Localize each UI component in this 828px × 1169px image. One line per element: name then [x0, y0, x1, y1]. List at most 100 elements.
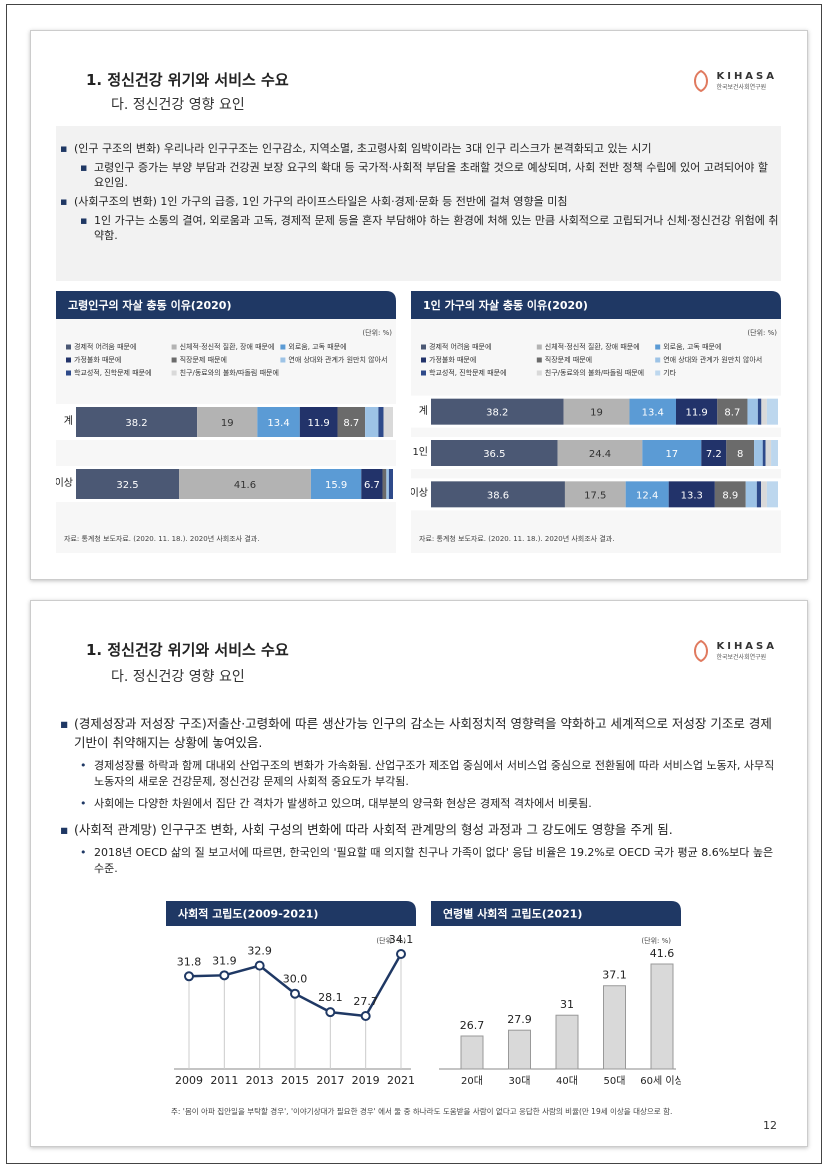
unit-label: (단위: %): [641, 936, 671, 945]
sub-bullet: 경제성장률 하락과 함께 대내외 산업구조의 변화가 가속화됨. 산업구조가 제…: [56, 758, 781, 790]
legend-label: 신체적·정신적 질환, 장애 때문에: [545, 342, 640, 351]
segment-label: 13.4: [642, 408, 664, 419]
bar-segment: [388, 469, 393, 499]
unit-label: (단위: %): [362, 328, 392, 337]
slide-subtitle: 다. 정신건강 영향 요인: [111, 669, 245, 685]
point: [184, 971, 194, 982]
category-label: 1인: [412, 447, 428, 458]
bar: [460, 1035, 484, 1070]
bar-segment: [747, 398, 758, 425]
bar-segment: [766, 481, 778, 508]
value-label: 31.9: [212, 954, 237, 967]
bar-segment: [310, 469, 362, 499]
bar-segment: [714, 481, 746, 508]
bar-segment: [257, 407, 300, 437]
unit-label: (단위: %): [747, 328, 777, 337]
legend-label: 경제적 어려움 때문에: [429, 342, 491, 351]
bar-segment: [762, 440, 766, 466]
bar-segment: [717, 398, 748, 425]
logo: KIHASA 한국보건사회연구원: [691, 639, 777, 663]
bar-segment: [386, 469, 389, 499]
source: 자료: 통계청 보도자료. (2020. 11. 18.). 2020년 사회조…: [64, 534, 259, 543]
value-label: 31.8: [177, 955, 202, 968]
legend-label: 학교성적, 진학문제 때문에: [429, 368, 507, 377]
value-label: 37.1: [602, 969, 627, 982]
chart: 사회적 고립도(2009-2021) (단위: %) 2009 2011 2013 201…: [166, 901, 416, 1087]
chart-header: [56, 291, 396, 319]
chart-title: 연령별 사회적 고립도(2021): [443, 907, 582, 921]
segment-label: 36.5: [483, 449, 505, 460]
bar-segment: [197, 407, 258, 437]
legend-swatch: [536, 357, 542, 363]
segment-label: 19: [221, 418, 234, 429]
frame: [6, 4, 822, 1164]
point: [396, 949, 406, 959]
bar-segment: [76, 469, 180, 499]
legend-swatch: [280, 357, 286, 363]
x-tick-label: 60세 이상: [640, 1075, 681, 1087]
bar-segment: [629, 398, 676, 425]
bar-segment: [726, 440, 755, 466]
x-tick-label: 2015: [281, 1074, 309, 1087]
bar-segment: [431, 398, 564, 425]
legend-swatch: [421, 357, 426, 363]
legend-swatch: [171, 370, 177, 376]
segment-label: 24.4: [589, 449, 611, 460]
segment-label: 15.9: [325, 480, 347, 491]
legend-swatch: [66, 370, 71, 376]
segment-label: 38.6: [487, 490, 509, 501]
sub-bullet: 사회에는 다양한 차원에서 집단 간 격차가 발생하고 있으며, 대부분의 양극…: [56, 796, 781, 812]
legend-swatch: [171, 344, 177, 350]
slide: 1. 정신건강 위기와 서비스 수요 다. 정신건강 영향 요인 KIHASA 한…: [30, 30, 808, 580]
legend-label: 친구/동료와의 불화/따돌림 때문에: [180, 368, 279, 377]
legend-label: 직장문제 때문에: [545, 355, 592, 364]
bar-segment: [675, 398, 718, 425]
bar-segment: [382, 469, 387, 499]
category-label: 계: [418, 405, 428, 417]
bar-segment: [771, 440, 778, 466]
segment-label: 8.7: [343, 418, 359, 429]
x-tick-label: 50대: [604, 1075, 626, 1087]
logo-icon: [694, 69, 709, 93]
bar: [508, 1029, 531, 1070]
x-tick-label: 2021: [387, 1074, 415, 1087]
bar-segment: [756, 481, 761, 508]
logo-name: KIHASA: [716, 641, 777, 652]
value-label: 27.7: [353, 995, 378, 1008]
legend-label: 가정불화 때문에: [74, 355, 121, 364]
category-label-box: 2인 이상: [411, 488, 428, 499]
bar-segment: [745, 481, 757, 508]
bullets: (경제성장과 저성장 구조)저출산·고령화에 따른 생산가능 인구의 감소는 사…: [56, 706, 781, 883]
value-label: 26.7: [460, 1019, 485, 1032]
x-tick-label: 20대: [461, 1075, 483, 1087]
logo-org: 한국보건사회연구원: [716, 654, 767, 661]
chart-header: [431, 901, 681, 926]
chart: 고령인구의 자살 충동 이유(2020) (단위: %) 경제적 어려움 때문에 신체…: [56, 291, 396, 553]
point: [290, 988, 300, 999]
bullet: (사회구조의 변화) 1인 가구의 급증, 1인 가구의 라이프스타일은 사회·…: [56, 194, 781, 209]
bar: [650, 963, 674, 1070]
bar-segment: [361, 469, 383, 499]
legend-label: 친구/동료와의 불화/따돌림 때문에: [545, 368, 644, 377]
value-label: 30.0: [283, 973, 308, 986]
category-label-box: 계: [418, 405, 428, 417]
bar-segment: [564, 481, 626, 508]
chart-title: 고령인구의 자살 충동 이유(2020): [68, 298, 231, 312]
slide-title: 1. 정신건강 위기와 서비스 수요: [86, 71, 289, 89]
source: 자료: 통계청 보도자료. (2020. 11. 18.). 2020년 사회조…: [419, 534, 614, 543]
bar-segment: [557, 440, 643, 466]
page-number: 12: [763, 1119, 777, 1132]
segment-label: 13.3: [681, 490, 703, 501]
value-label: 27.9: [507, 1013, 532, 1026]
bar-segment: [668, 481, 715, 508]
bar-segment: [760, 481, 767, 508]
legend-swatch: [536, 344, 542, 350]
x-tick-label: 2017: [316, 1074, 344, 1087]
value-label: 28.1: [318, 991, 343, 1004]
segment-label: 8: [737, 449, 743, 460]
legend-label: 경제적 어려움 때문에: [74, 342, 136, 351]
legend-label: 연애 상대와 관계가 원만치 않아서: [288, 355, 387, 364]
bar-segment: [431, 440, 558, 466]
bar-segment: [383, 407, 393, 437]
